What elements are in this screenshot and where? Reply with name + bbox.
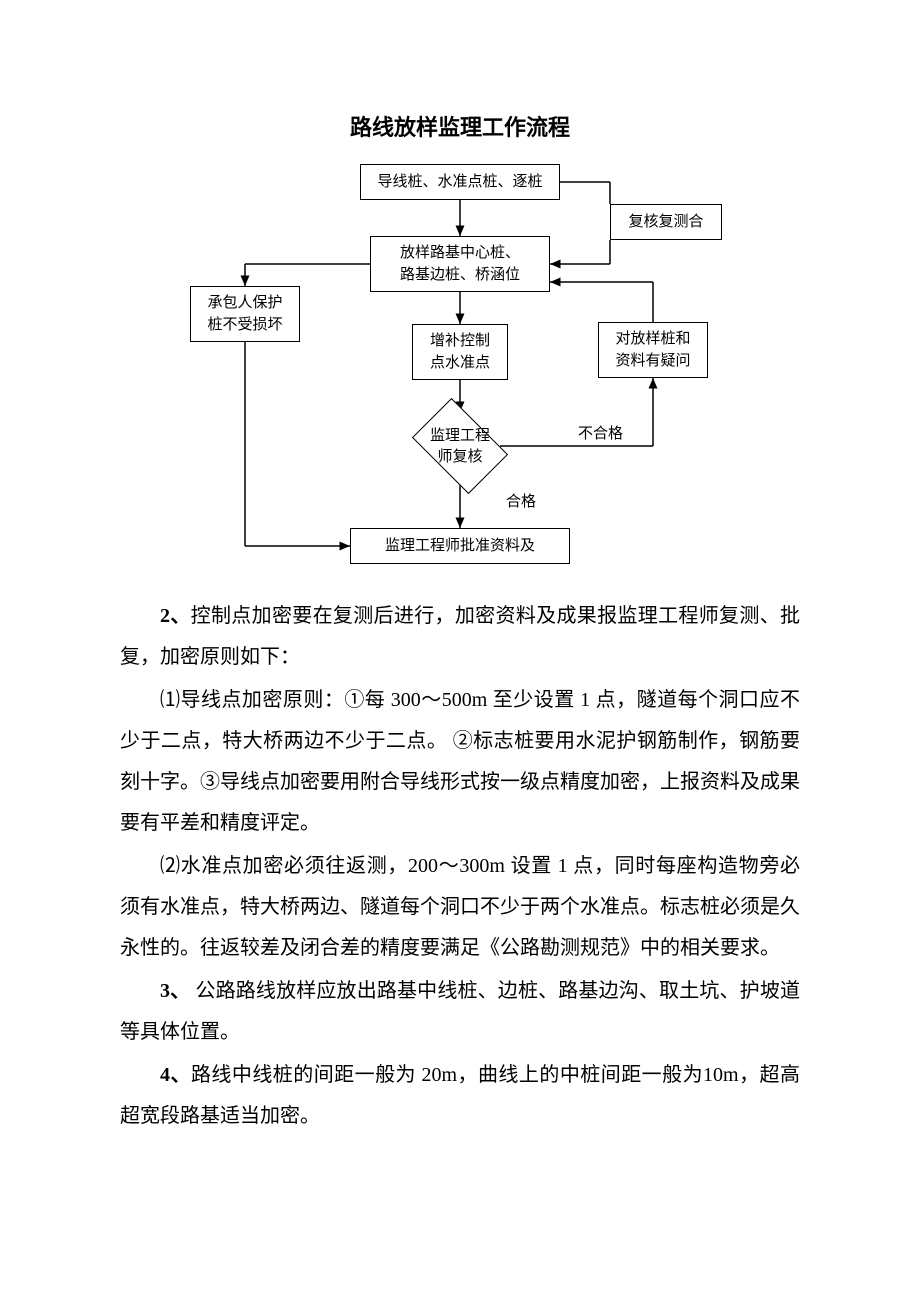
- flow-edge-label-pass: 合格: [506, 490, 536, 511]
- p4-body: 路线中线桩的间距一般为 20m，曲线上的中桩间距一般为10m，超高超宽段路基适当…: [120, 1064, 800, 1127]
- p2-body: 控制点加密要在复测后进行，加密资料及成果报监理工程师复测、批复，加密原则如下：: [120, 605, 800, 668]
- flow-node-left: 承包人保护 桩不受损坏: [190, 286, 300, 342]
- paragraph-4: 4、路线中线桩的间距一般为 20m，曲线上的中桩间距一般为10m，超高超宽段路基…: [120, 1055, 800, 1137]
- paragraph-2: 2、控制点加密要在复测后进行，加密资料及成果报监理工程师复测、批复，加密原则如下…: [120, 596, 800, 678]
- p2-lead: 2、: [160, 605, 191, 627]
- flow-node-right: 对放样桩和 资料有疑问: [598, 322, 708, 378]
- paragraph-2-2: ⑵水准点加密必须往返测，200～300m 设置 1 点，同时每座构造物旁必须有水…: [120, 846, 800, 969]
- p3-lead: 3、: [160, 980, 190, 1002]
- flowchart: 导线桩、水准点桩、逐桩 放样路基中心桩、 路基边桩、桥涵位 增补控制 点水准点 …: [190, 164, 730, 574]
- flow-node-final: 监理工程师批准资料及: [350, 528, 570, 564]
- flow-node-n1: 导线桩、水准点桩、逐桩: [360, 164, 560, 200]
- flow-node-right-top: 复核复测合: [610, 204, 722, 240]
- p3-body: 公路路线放样应放出路基中线桩、边桩、路基边沟、取土坑、护坡道等具体位置。: [120, 980, 800, 1043]
- flow-node-n3: 增补控制 点水准点: [412, 324, 508, 380]
- p4-lead: 4、: [160, 1064, 191, 1086]
- flow-node-n2: 放样路基中心桩、 路基边桩、桥涵位: [370, 236, 550, 292]
- paragraph-3: 3、 公路路线放样应放出路基中线桩、边桩、路基边沟、取土坑、护坡道等具体位置。: [120, 971, 800, 1053]
- document-title: 路线放样监理工作流程: [120, 110, 800, 142]
- paragraph-2-1: ⑴导线点加密原则：①每 300～500m 至少设置 1 点，隧道每个洞口应不少于…: [120, 680, 800, 844]
- flow-edge-label-fail: 不合格: [578, 422, 623, 443]
- flow-node-decision-label: 监理工程 师复核: [425, 426, 495, 468]
